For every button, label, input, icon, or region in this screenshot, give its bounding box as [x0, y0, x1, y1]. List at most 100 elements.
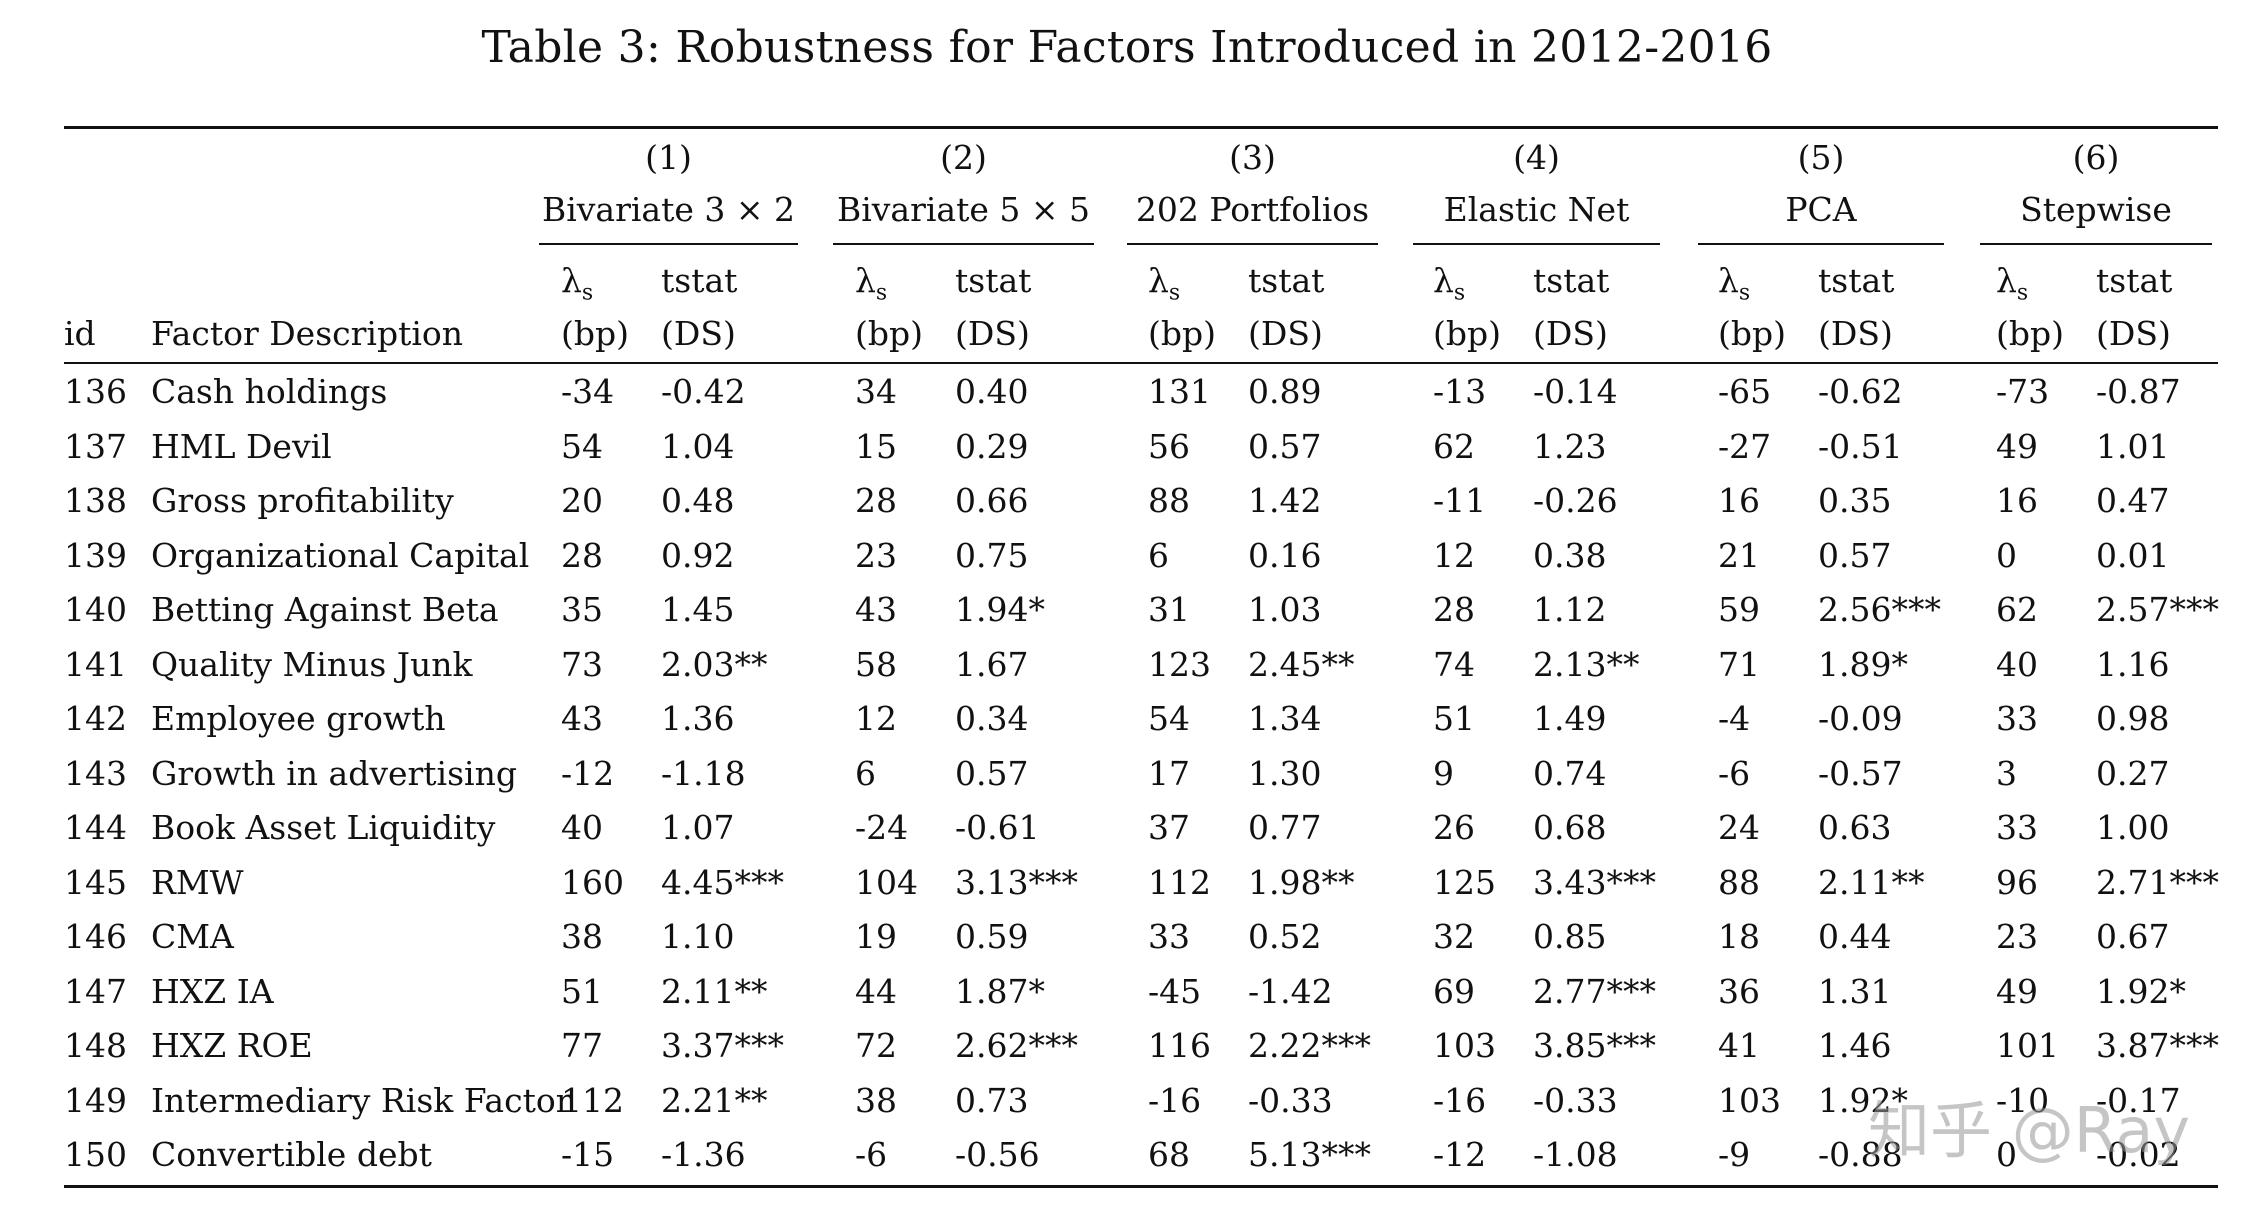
lambda-cell-3: 17 — [1148, 753, 1190, 793]
lambda-cell-5: 59 — [1718, 590, 1760, 629]
lambda-cell-3: 116 — [1148, 1026, 1211, 1065]
lambda-symbol: λ — [1996, 261, 2017, 300]
tstat-cell-2: 1.94* — [955, 590, 1045, 629]
tstat-cell-5: 2.56*** — [1818, 590, 1941, 629]
tstat-cell-2: 0.40 — [955, 372, 1029, 411]
lambda-cell-1: 54 — [561, 426, 603, 466]
lambda-cell-6: 101 — [1996, 1026, 2059, 1065]
lambda-cell-4: 12 — [1433, 535, 1475, 575]
tstat-cell-3: 0.89 — [1248, 372, 1322, 411]
lambda-symbol: λ — [1718, 261, 1739, 300]
lambda-cell-5: 21 — [1718, 535, 1760, 575]
row-description: CMA — [151, 917, 234, 956]
lambda-symbol: λ — [1433, 261, 1454, 300]
tstat-cell-4: -0.33 — [1533, 1080, 1618, 1120]
lambda-symbol: λ — [855, 261, 876, 300]
tstat-cell-5: 1.31 — [1818, 971, 1892, 1011]
lambda-cell-5: 18 — [1718, 917, 1760, 956]
lambda-cell-4: 32 — [1433, 917, 1475, 956]
group-6-tstat-header: tstat — [2096, 261, 2173, 300]
lambda-cell-3: -45 — [1148, 971, 1202, 1011]
lambda-cell-2: 6 — [855, 753, 876, 793]
lambda-cell-2: 38 — [855, 1080, 897, 1120]
group-4-number: (4) — [1513, 138, 1560, 177]
lambda-cell-2: 23 — [855, 535, 897, 575]
tstat-cell-1: 1.10 — [661, 917, 735, 956]
tstat-cell-2: 0.29 — [955, 426, 1029, 466]
group-6-bp-unit: (bp) — [1996, 314, 2064, 353]
tstat-cell-1: -1.36 — [661, 1135, 746, 1174]
group-2-number: (2) — [940, 138, 987, 177]
tstat-cell-5: 1.89* — [1818, 644, 1908, 684]
group-5-number: (5) — [1797, 138, 1845, 177]
group-2-underline — [833, 243, 1094, 245]
row-id: 146 — [64, 917, 127, 956]
tstat-cell-3: 0.16 — [1248, 535, 1322, 575]
tstat-cell-6: 3.87*** — [2096, 1026, 2219, 1065]
lambda-cell-3: 56 — [1148, 426, 1190, 466]
lambda-cell-3: 88 — [1148, 481, 1190, 520]
group-1-name: Bivariate 3 × 2 — [541, 190, 796, 229]
lambda-cell-4: -13 — [1433, 372, 1487, 411]
tstat-cell-1: -0.42 — [661, 372, 746, 411]
group-4-underline — [1413, 243, 1660, 245]
lambda-cell-6: 33 — [1996, 699, 2038, 738]
tstat-cell-3: 1.42 — [1248, 481, 1322, 520]
tstat-cell-4: -0.14 — [1533, 372, 1618, 411]
lambda-cell-5: -9 — [1718, 1135, 1751, 1174]
lambda-cell-3: 54 — [1148, 699, 1190, 738]
lambda-subscript: s — [2016, 280, 2029, 306]
lambda-symbol: λ — [1148, 261, 1169, 300]
lambda-cell-1: 43 — [561, 699, 603, 738]
tstat-cell-6: -0.17 — [2096, 1080, 2181, 1120]
lambda-cell-6: 16 — [1996, 481, 2038, 520]
lambda-cell-1: -12 — [561, 753, 615, 793]
tstat-cell-2: 0.34 — [955, 699, 1029, 738]
lambda-cell-2: 15 — [855, 426, 897, 466]
group-2-bp-unit: (bp) — [855, 314, 923, 353]
group-1-ds-unit: (DS) — [661, 314, 736, 353]
tstat-cell-5: -0.62 — [1818, 372, 1903, 411]
tstat-cell-3: -0.33 — [1248, 1080, 1333, 1120]
lambda-cell-5: -27 — [1718, 426, 1772, 466]
tstat-cell-2: 0.66 — [955, 481, 1029, 520]
lambda-cell-1: 160 — [561, 862, 624, 902]
group-4-name: Elastic Net — [1443, 190, 1630, 229]
group-5-lambda-header: λs — [1718, 261, 1750, 306]
row-description: Organizational Capital — [151, 535, 530, 575]
lambda-subscript: s — [1453, 280, 1466, 306]
group-6-ds-unit: (DS) — [2096, 314, 2171, 353]
tstat-cell-2: 1.87* — [955, 971, 1045, 1011]
lambda-cell-5: -6 — [1718, 753, 1751, 793]
lambda-cell-3: 131 — [1148, 372, 1211, 411]
lambda-cell-1: -15 — [561, 1135, 615, 1174]
top-rule — [64, 126, 2218, 129]
lambda-cell-6: 40 — [1996, 644, 2038, 684]
tstat-cell-4: 0.68 — [1533, 808, 1607, 847]
row-id: 147 — [64, 971, 127, 1011]
lambda-cell-1: 38 — [561, 917, 603, 956]
tstat-cell-3: 0.77 — [1248, 808, 1322, 847]
tstat-cell-4: -1.08 — [1533, 1135, 1618, 1174]
tstat-cell-6: -0.02 — [2096, 1135, 2181, 1174]
lambda-cell-1: 40 — [561, 808, 603, 847]
row-description: HML Devil — [151, 426, 332, 466]
table-row: 139 Organizational Capital 28 0.92 23 0.75 6 0.… — [0, 534, 2254, 589]
group-6-number: (6) — [2072, 138, 2120, 177]
row-id: 141 — [64, 644, 127, 684]
lambda-cell-4: 103 — [1433, 1026, 1496, 1065]
table-row: 137 HML Devil 54 1.04 15 0.29 56 0.57 62 1.23 -27 -… — [0, 425, 2254, 480]
table-row: 142 Employee growth 43 1.36 12 0.34 54 1.34 51 1.… — [0, 697, 2254, 752]
lambda-cell-1: 28 — [561, 535, 603, 575]
tstat-cell-6: 1.00 — [2096, 808, 2170, 847]
table-row: 146 CMA 38 1.10 19 0.59 33 0.52 32 0.85 18 0.44 23 0.… — [0, 915, 2254, 970]
tstat-cell-2: 1.67 — [955, 644, 1029, 684]
tstat-cell-5: 0.35 — [1818, 481, 1892, 520]
row-id: 138 — [64, 481, 127, 520]
tstat-cell-1: 1.45 — [661, 590, 735, 629]
row-description: Cash holdings — [151, 372, 388, 411]
tstat-cell-2: 0.59 — [955, 917, 1029, 956]
row-id: 142 — [64, 699, 127, 738]
lambda-cell-2: -6 — [855, 1135, 888, 1174]
lambda-cell-6: 3 — [1996, 753, 2017, 793]
